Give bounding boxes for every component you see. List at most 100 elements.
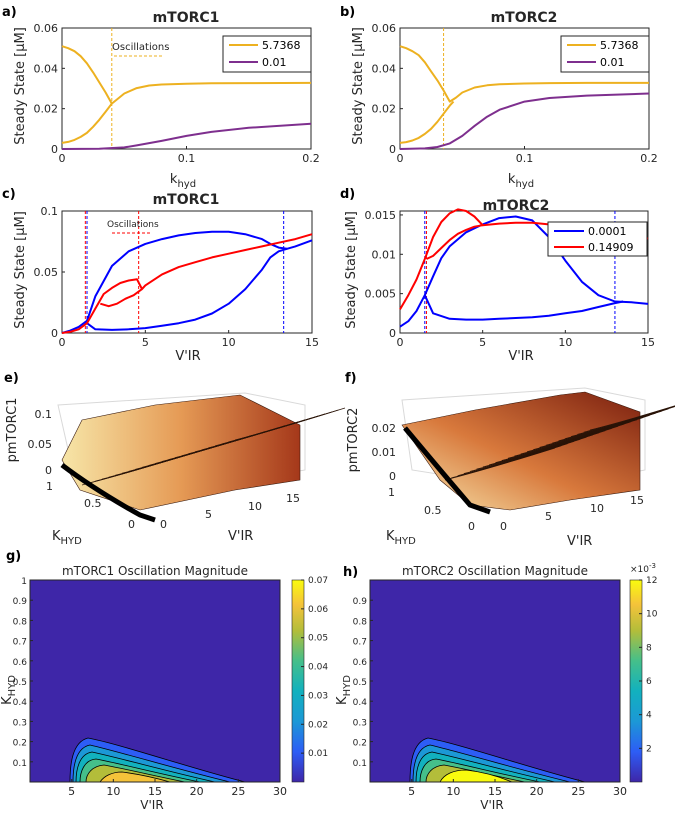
panel-b-legend-box bbox=[560, 35, 650, 73]
plot-a-series-line bbox=[61, 45, 312, 105]
g-cbar-tick-label: 0.01 bbox=[308, 749, 328, 759]
plot-c-xtick-label: 0 bbox=[59, 336, 66, 349]
panel-f-xtick-4: 15 bbox=[630, 494, 644, 507]
plot-a-ytick-label: 0 bbox=[51, 143, 58, 156]
panel-d-xlabel: V'IR bbox=[508, 349, 533, 364]
plot-b-xtick-label: 0 bbox=[397, 152, 404, 165]
g-axes-ytick-label: 0.3 bbox=[13, 718, 27, 728]
plot-a-xtick-label: 0.2 bbox=[302, 152, 320, 165]
h-axes-ytick-label: 0.6 bbox=[353, 658, 368, 668]
panel-h-colorbar-exponent: ×10-3 bbox=[630, 562, 656, 575]
plot-a-ytick-label: 0.02 bbox=[34, 103, 59, 116]
g-axes-ytick-label: 0.8 bbox=[13, 617, 28, 627]
h-cbar-tick-label: 8 bbox=[646, 643, 652, 653]
panel-e-edge bbox=[60, 463, 156, 523]
panel-f-ytick-3: 1 bbox=[388, 486, 395, 499]
g-axes-ytick-label: 0.4 bbox=[13, 698, 28, 708]
g-axes-ytick-label: 0.5 bbox=[13, 678, 27, 688]
panel-f-ztick-3: 0.02 bbox=[372, 422, 397, 435]
h-axes-ytick-label: 0.2 bbox=[353, 739, 367, 749]
plot-d-ytick-label: 0.005 bbox=[365, 288, 397, 301]
panel-h-title: mTORC2 Oscillation Magnitude bbox=[402, 564, 588, 578]
plot-a-ytick-label: 0.06 bbox=[34, 22, 59, 35]
g-axes-xtick-label: 15 bbox=[148, 785, 162, 798]
plot-b-ytick-label: 0.06 bbox=[372, 22, 397, 35]
surf-lines-f-line bbox=[589, 405, 675, 431]
plot-b-xtick-label: 0.1 bbox=[516, 152, 534, 165]
panel-e-xtick-2: 5 bbox=[205, 508, 212, 521]
plot-b-series-line bbox=[399, 45, 649, 103]
panel-h-xlabel: V'IR bbox=[480, 798, 503, 812]
panel-g-colorbar-ticks: 0.01 0.02 0.03 0.04 0.05 0.06 0.07 bbox=[301, 576, 328, 759]
plot-b-ytick-label: 0 bbox=[389, 143, 396, 156]
h-axes-ytick-label: 0.9 bbox=[353, 597, 368, 607]
panel-f-xlabel: V'IR bbox=[567, 534, 592, 549]
h-axes-ytick-label: 0.5 bbox=[353, 678, 367, 688]
legend-a-text-2: 0.01 bbox=[262, 56, 287, 69]
plot-c-ytick-label: 0.05 bbox=[34, 266, 59, 279]
h-axes-xtick-label: 10 bbox=[446, 785, 460, 798]
panel-c-label: c) bbox=[2, 187, 16, 202]
panel-c-ylabel: Steady State [μM] bbox=[13, 211, 28, 329]
panel-f-surface-fill bbox=[401, 391, 641, 511]
panel-e-ylabel: KHYD bbox=[52, 529, 82, 547]
panel-a-plot: 0 0.1 0.2 0 0.02 0.04 0.06 bbox=[34, 22, 320, 165]
surf-lines-e-line bbox=[234, 407, 346, 441]
panel-f-box bbox=[401, 387, 646, 491]
panel-b: b) mTORC2 Steady State [μM] khyd 0 0.1 0.2… bbox=[340, 5, 658, 190]
panel-h-contour-6 bbox=[439, 769, 513, 783]
panel-c-xlabel: V'IR bbox=[175, 349, 200, 364]
panel-e-zlabel: pmTORC1 bbox=[5, 398, 20, 463]
h-axes-ytick-label: 0.1 bbox=[353, 759, 367, 769]
panel-c-title: mTORC1 bbox=[153, 192, 220, 208]
panel-a-oscillation-note: Oscillations bbox=[112, 42, 169, 57]
panel-f-ytick-2: 0.5 bbox=[424, 504, 442, 517]
plot-b-xtick-label: 0.2 bbox=[640, 152, 658, 165]
panel-b-title: mTORC2 bbox=[491, 10, 558, 26]
panel-h-heatmap-bg bbox=[370, 580, 620, 782]
panel-c-oscillation-note: Oscillations bbox=[107, 220, 159, 234]
panel-b-plot: 0 0.1 0.2 0 0.02 0.04 0.06 bbox=[372, 22, 658, 165]
panel-f-xtick-2: 5 bbox=[545, 510, 552, 523]
panel-a-legend-box bbox=[222, 35, 312, 73]
panel-a-legend: 5.7368 0.01 bbox=[222, 35, 312, 73]
legend-a-text-1: 5.7368 bbox=[262, 39, 301, 52]
h-axes-xtick-label: 5 bbox=[408, 785, 415, 798]
panel-d-legend-box bbox=[547, 221, 648, 257]
plot-c-ytick-label: 0 bbox=[51, 327, 58, 340]
plot-a-xtick-label: 0 bbox=[59, 152, 66, 165]
panel-b-label: b) bbox=[340, 5, 355, 20]
panel-h-axes: 5 10 15 20 25 30 0.1 0.2 0.3 0.4 0.5 0.6 0.7 0.8 0.9 bbox=[353, 597, 627, 798]
h-axes-xtick-label: 25 bbox=[571, 785, 585, 798]
panel-g-axes: 5 10 15 20 25 30 0.1 0.2 0.3 0.4 0.5 0.6 0.7 0.8 0.9 1 bbox=[13, 577, 287, 798]
panel-d-label: d) bbox=[340, 187, 355, 202]
g-axes-xtick-label: 25 bbox=[231, 785, 245, 798]
panel-g-ylabel: KHYD bbox=[0, 675, 18, 705]
plot-d-series-line bbox=[423, 294, 624, 321]
plot-b-ytick-label: 0.02 bbox=[372, 103, 397, 116]
panel-g-label: g) bbox=[6, 549, 21, 564]
g-axes-xtick-label: 30 bbox=[273, 785, 287, 798]
plot-c-series-line bbox=[61, 230, 313, 334]
panel-b-xlabel: khyd bbox=[508, 172, 534, 190]
panel-e-xtick-4: 15 bbox=[286, 492, 300, 505]
g-axes-ytick-label: 0.9 bbox=[13, 597, 28, 607]
annotation-oscillations-a: Oscillations bbox=[112, 42, 169, 53]
h-cbar-tick-label: 4 bbox=[646, 711, 652, 721]
panel-e-ztick-3: 0.1 bbox=[35, 408, 53, 421]
plot-b-series-line bbox=[399, 100, 455, 144]
panel-e-xtick-3: 10 bbox=[248, 500, 262, 513]
plot-b-series-line bbox=[399, 92, 650, 150]
plot-d-ytick-label: 0.015 bbox=[365, 209, 397, 222]
h-axes-ytick-label: 0.7 bbox=[353, 638, 367, 648]
plot-b-ytick-label: 0.04 bbox=[372, 62, 397, 75]
panel-h-colorbar-ticks: 2 4 6 8 10 12 bbox=[639, 576, 658, 754]
plot-a-series-line bbox=[61, 122, 312, 150]
plot-c-xtick-label: 10 bbox=[222, 336, 236, 349]
panel-g-colorbar bbox=[291, 579, 305, 783]
panel-f-ztick-2: 0.01 bbox=[372, 446, 397, 459]
panel-g-xlabel: V'IR bbox=[140, 798, 163, 812]
g-axes-xtick-label: 10 bbox=[106, 785, 120, 798]
h-cbar-tick-label: 2 bbox=[646, 744, 652, 754]
legend-b-text-1: 5.7368 bbox=[600, 39, 639, 52]
